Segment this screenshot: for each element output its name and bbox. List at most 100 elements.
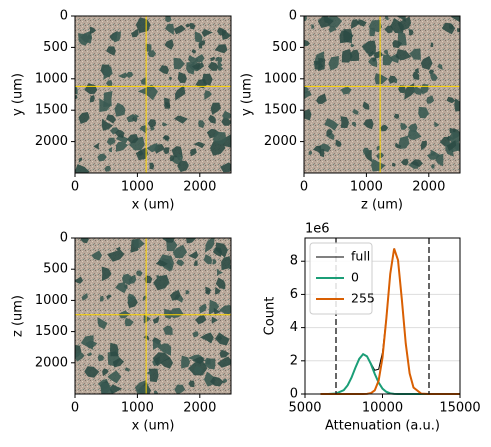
x-axis-label: x (um) — [132, 198, 175, 213]
y-scale-label: 1e6 — [305, 222, 330, 237]
pore — [222, 110, 231, 121]
pore — [163, 325, 173, 335]
pore — [398, 85, 406, 94]
y-tick-label: 2000 — [35, 134, 68, 149]
pore — [343, 29, 353, 44]
pore — [116, 141, 129, 152]
pore — [103, 91, 113, 107]
pore — [317, 143, 331, 153]
pore — [340, 87, 352, 95]
pore — [219, 349, 230, 358]
pore — [152, 315, 159, 324]
pore — [75, 276, 84, 284]
pore — [328, 56, 339, 71]
pore — [75, 352, 85, 362]
pore — [106, 80, 113, 87]
pore — [201, 29, 213, 38]
pore — [173, 115, 188, 124]
pore — [340, 116, 349, 128]
pore — [208, 299, 220, 316]
pore — [139, 125, 148, 134]
legend-label: 0 — [351, 270, 359, 285]
pore — [385, 16, 389, 21]
pore — [168, 307, 184, 319]
pore — [392, 162, 396, 167]
pore — [177, 71, 187, 83]
pore — [412, 71, 420, 80]
pore — [131, 28, 139, 38]
pore — [356, 19, 367, 27]
y-tick-label: 0 — [290, 387, 298, 402]
pore — [446, 96, 456, 104]
pore — [114, 102, 126, 117]
pore — [426, 152, 441, 160]
pore — [400, 158, 409, 166]
pore — [114, 129, 125, 138]
pore — [203, 254, 212, 265]
pore — [204, 357, 211, 365]
pore — [162, 122, 168, 127]
pore — [363, 119, 374, 130]
pore — [404, 83, 415, 100]
pore — [208, 61, 219, 71]
pore — [221, 256, 231, 271]
pore — [185, 23, 191, 28]
pore — [107, 370, 122, 384]
pore — [200, 332, 214, 344]
pore — [162, 238, 175, 243]
pore — [124, 367, 131, 372]
pore — [382, 54, 394, 66]
pore — [189, 23, 196, 30]
pore — [152, 352, 171, 367]
x-tick-label: 0 — [71, 180, 79, 195]
pore — [190, 148, 197, 157]
pore — [199, 303, 207, 314]
x-tick-label: 2000 — [183, 180, 216, 195]
pore — [228, 265, 231, 270]
pore — [202, 73, 213, 86]
y-axis-label: z (um) — [11, 295, 26, 337]
pore — [143, 313, 151, 324]
pore — [374, 73, 388, 85]
pore — [198, 120, 205, 129]
pore — [414, 67, 420, 73]
pore — [99, 295, 104, 302]
pore — [174, 384, 186, 394]
pore — [175, 85, 186, 101]
pore — [188, 380, 195, 388]
pore — [408, 123, 418, 132]
pore — [350, 43, 355, 48]
pore — [367, 50, 374, 57]
y-tick-label: 2000 — [35, 355, 68, 370]
pore — [361, 40, 376, 55]
pore — [125, 71, 134, 78]
pore — [428, 69, 435, 75]
pore — [101, 118, 114, 131]
x-tick-label: 0 — [71, 401, 79, 416]
pore — [362, 147, 370, 155]
pore — [397, 16, 412, 32]
pore — [194, 260, 198, 266]
pore — [154, 390, 159, 394]
pore — [398, 135, 410, 149]
pore — [313, 60, 323, 70]
pore — [162, 135, 170, 141]
pore — [188, 55, 198, 63]
pore — [75, 94, 78, 100]
pore — [210, 102, 221, 115]
pore — [222, 378, 228, 384]
frame — [303, 15, 461, 174]
pore — [103, 66, 113, 80]
pore — [210, 376, 224, 387]
y-tick-label: 0 — [60, 231, 68, 246]
pore — [362, 101, 370, 110]
pore — [137, 84, 158, 101]
pore — [412, 86, 423, 95]
pore — [177, 160, 189, 173]
pore — [304, 16, 307, 22]
pore — [380, 124, 389, 132]
pore — [221, 117, 231, 126]
pore — [93, 142, 100, 150]
x-tick-label: 0 — [300, 180, 308, 195]
pore — [324, 118, 339, 131]
